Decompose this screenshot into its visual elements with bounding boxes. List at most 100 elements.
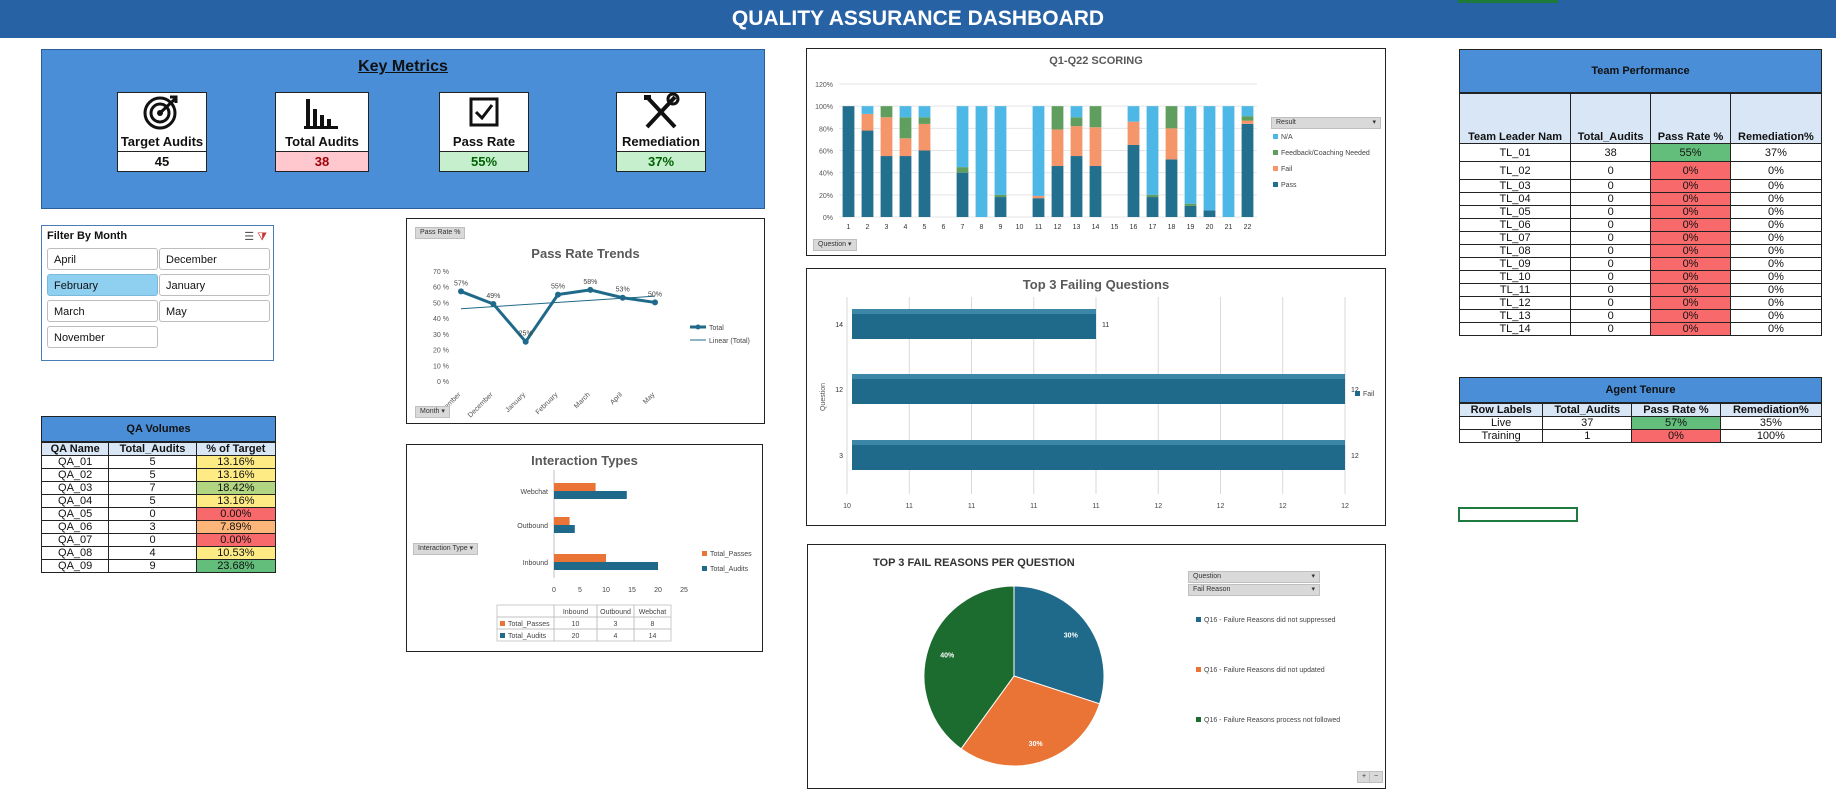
chart-title: Top 3 Failing Questions (1022, 277, 1170, 292)
legend-label: Q16 - Failure Reasons did not suppressed (1204, 617, 1336, 624)
data-label: 11 (1102, 322, 1109, 329)
data-table-cell (496, 604, 555, 618)
x-tick-label: 10 (602, 587, 610, 594)
interaction-types-chart: Interaction Types Interaction Type ▾ 0 5 1… (406, 444, 763, 652)
table-cell: TL_10 (1458, 270, 1572, 284)
bar-segment-n-a (1032, 106, 1045, 196)
bar-segment-n-a (1127, 106, 1140, 122)
metric-label: Pass Rate (452, 134, 516, 149)
slice-label: 30% (1029, 741, 1044, 748)
selected-cell[interactable] (1458, 507, 1578, 522)
bar-segment-n-a (899, 106, 912, 118)
bar-segment-fail (1089, 127, 1102, 167)
filter-button-label: Fail Reason (1193, 586, 1231, 593)
bar-segment-n-a (918, 106, 931, 118)
table-cell: 0% (1650, 161, 1731, 180)
table-row: QA_05 0 0.00% (40, 507, 277, 521)
legend-swatch (702, 551, 707, 556)
column-header[interactable]: Row Labels (1458, 403, 1544, 417)
filter-button-question[interactable]: Question ▾ (1188, 571, 1320, 583)
axis-button-question[interactable]: Question ▾ (813, 239, 857, 251)
slicer-item-april[interactable]: April (47, 248, 158, 270)
bar-segment-pass (1184, 205, 1197, 217)
column-header: Remediation% (1719, 403, 1823, 417)
dashboard-banner: QUALITY ASSURANCE DASHBOARD (0, 0, 1836, 38)
x-tick-label: 10 (843, 503, 851, 510)
slicer-item-december[interactable]: December (159, 248, 270, 270)
legend-label: N/A (1281, 134, 1293, 141)
table-cell: 0 (108, 533, 197, 547)
bar-segment-fail (861, 113, 874, 131)
table-cell: 0 (1570, 309, 1652, 323)
field-button-pass-rate[interactable]: Pass Rate % (415, 227, 466, 239)
metric-value: 55% (439, 152, 529, 172)
data-point (522, 338, 529, 345)
table-cell: 0 (1570, 179, 1652, 193)
bar-total-audits (554, 562, 658, 570)
legend-label-total: Total (709, 325, 724, 332)
axis-button-month[interactable]: Month ▾ (415, 406, 450, 418)
table-row: TL_02 0 0% 0% (1458, 161, 1823, 180)
legend-field-result[interactable]: Result ▾ (1271, 117, 1381, 129)
x-tick-label: April (609, 391, 624, 406)
data-table-series: Total_Passes (508, 621, 550, 628)
axis-button-label: Month (420, 408, 440, 415)
table-cell: 0% (1650, 218, 1731, 232)
filter-button-interaction-type[interactable]: Interaction Type ▾ (413, 543, 479, 555)
bar-segment-n-a (1146, 106, 1159, 195)
data-label: 55% (551, 284, 565, 291)
column-header[interactable]: Team Leader Nam (1458, 93, 1572, 144)
multi-select-icon[interactable]: ☰ (244, 231, 255, 243)
y-tick-label: 3 (839, 453, 843, 460)
x-tick-label: 10 (1016, 224, 1024, 231)
x-tick-label: 13 (1073, 224, 1081, 231)
table-cell: 0% (1650, 296, 1731, 310)
clear-filter-icon[interactable]: ⧩ (257, 231, 267, 243)
table-cell: 0% (1729, 179, 1823, 193)
slicer-item-november[interactable]: November (47, 326, 158, 348)
table-cell: 0% (1650, 309, 1731, 323)
legend-swatch (1196, 617, 1201, 622)
line-chart-plot: 0 %10 %20 %30 %40 %50 %60 %70 %NovemberD… (433, 269, 750, 419)
table-cell: 57% (1631, 416, 1721, 430)
column-header: Total_Audits (1542, 403, 1633, 417)
y-tick-label: Outbound (517, 523, 548, 530)
table-cell: TL_03 (1458, 179, 1572, 193)
table-cell: 7.89% (195, 520, 277, 534)
y-tick-label: 100% (815, 104, 833, 111)
filter-button-fail-reason[interactable]: Fail Reason ▾ (1188, 584, 1320, 596)
agent-tenure-table: Row Labels Total_Audits Pass Rate % Reme… (1458, 403, 1823, 443)
sheet-tab-indicator (1458, 0, 1558, 3)
slicer-item-january[interactable]: January (159, 274, 270, 296)
column-header[interactable]: QA Name (40, 442, 110, 456)
legend-label-fail: Fail (1363, 391, 1375, 398)
bar-segment-feedback-coaching-needed (1165, 106, 1178, 129)
slicer-item-may[interactable]: May (159, 300, 270, 322)
chart-title: Q1-Q22 SCORING (1049, 55, 1143, 67)
bar-segment-feedback-coaching-needed (1070, 117, 1083, 127)
table-cell: 3 (108, 520, 197, 534)
slicer-item-march[interactable]: March (47, 300, 158, 322)
pie-plot: 30% Q16 - Failure Reasons did not suppres… (923, 585, 1340, 767)
table-cell: QA_09 (40, 559, 110, 573)
chart-title: Pass Rate Trends (531, 246, 640, 261)
slicer-item-february[interactable]: February (47, 274, 158, 296)
top-failing-questions-chart: Top 3 Failing Questions 10 11 11 11 11 12 12 12… (806, 268, 1386, 526)
table-cell: 13.16% (195, 455, 277, 469)
table-cell: QA_02 (40, 468, 110, 482)
pie-slice (923, 585, 1015, 750)
table-cell: QA_01 (40, 455, 110, 469)
zoom-out-button[interactable]: − (1369, 771, 1384, 783)
table-cell: TL_07 (1458, 231, 1572, 245)
bar-segment-pass (956, 172, 969, 217)
bar-segment-feedback-coaching-needed (1184, 203, 1197, 206)
bar-total-audits (554, 525, 575, 533)
x-tick-label: 7 (961, 224, 965, 231)
table-row: TL_03 0 0% 0% (1458, 179, 1823, 193)
table-cell: 0% (1729, 283, 1823, 297)
x-tick-label: 12 (1279, 503, 1287, 510)
x-tick-label: 17 (1149, 224, 1157, 231)
table-cell: 5 (108, 468, 197, 482)
y-tick-label: 50 % (433, 300, 449, 307)
data-label: 25% (519, 331, 533, 338)
